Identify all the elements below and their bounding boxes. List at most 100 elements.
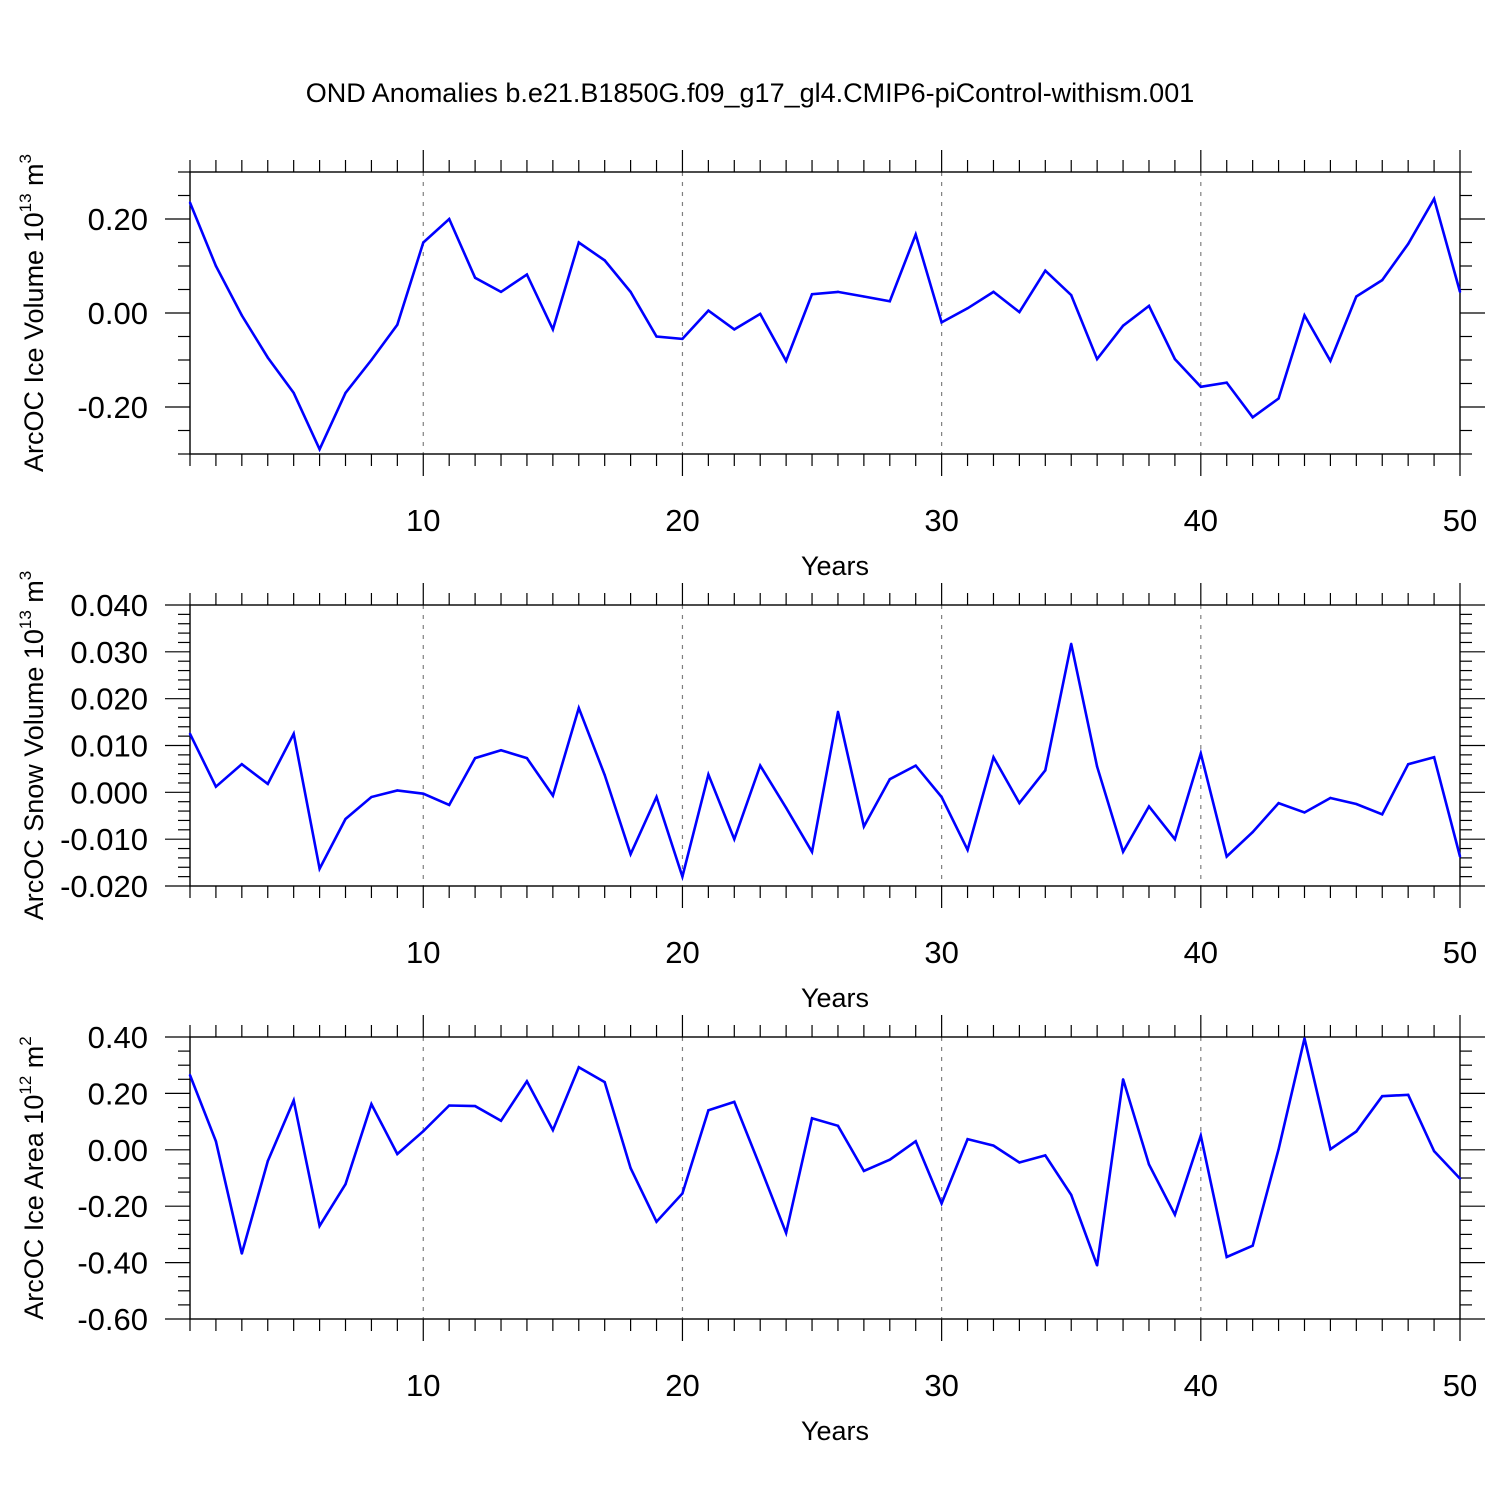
y-axis-title-part: ArcOC Ice Area 10 (19, 1095, 49, 1320)
x-tick-label: 40 (1184, 503, 1218, 538)
data-point (551, 1128, 555, 1132)
data-point (214, 785, 218, 788)
figure-title: OND Anomalies b.e21.B1850G.f09_g17_gl4.C… (305, 78, 1195, 108)
y-axis-title-superscript: 2 (16, 1036, 35, 1045)
data-point (1173, 1213, 1177, 1216)
data-point (551, 794, 555, 797)
data-point (1199, 752, 1203, 755)
data-point (344, 817, 347, 821)
x-tick-label: 50 (1443, 1368, 1477, 1403)
panel-ice-area: 10 20 30 40 50 -0.60 -0.40 -0.20 0.00 0.20 0.40 Yea… (16, 1015, 1485, 1446)
plot-frame (189, 171, 1461, 455)
x-tick-label: 10 (406, 503, 440, 538)
data-point (759, 312, 762, 316)
data-point (992, 756, 995, 759)
data-point (396, 323, 399, 326)
y-axis-title-superscript: 13 (16, 193, 35, 212)
data-point (240, 314, 244, 317)
data-point (577, 706, 580, 710)
data-point (655, 1220, 658, 1223)
data-point (1303, 1037, 1306, 1040)
data-point (1432, 197, 1436, 200)
data-point (1070, 642, 1073, 646)
data-point (1044, 1154, 1047, 1157)
y-tick-label: -0.20 (77, 1189, 148, 1224)
data-point (188, 201, 192, 204)
data-point (1070, 293, 1073, 297)
data-point (1095, 357, 1099, 361)
data-point (733, 1100, 736, 1104)
y-axis-title: ArcOC Snow Volume 1013 m3 (16, 571, 49, 921)
x-tick-label: 50 (1443, 935, 1477, 970)
data-point (888, 300, 891, 303)
data-point (1329, 796, 1332, 800)
y-tick-label: -0.60 (77, 1302, 148, 1337)
data-point (525, 273, 529, 276)
data-point (836, 290, 840, 294)
data-point (603, 259, 606, 262)
data-point (1251, 1244, 1254, 1247)
data-point (1381, 813, 1384, 816)
data-point (1121, 1078, 1125, 1081)
data-point (836, 1124, 840, 1128)
series-line (188, 195, 1462, 453)
data-point (1277, 801, 1280, 805)
data-point (1095, 765, 1099, 768)
data-point (1355, 1130, 1358, 1133)
data-point (1225, 381, 1228, 384)
y-tick-label: 0.000 (70, 775, 148, 810)
data-point (1121, 324, 1125, 327)
y-axis-title-part: ArcOC Ice Volume 10 (19, 212, 49, 472)
data-point (1381, 278, 1384, 282)
x-tick-label: 20 (665, 935, 699, 970)
data-point (240, 1252, 244, 1255)
data-point (214, 1140, 218, 1143)
data-point (1095, 1264, 1099, 1267)
data-point (525, 1080, 529, 1083)
data-point (1329, 359, 1332, 363)
x-axis-title: Years (801, 1416, 869, 1446)
data-point (966, 848, 969, 852)
data-point (862, 825, 866, 828)
data-point (1355, 295, 1358, 298)
y-axis-title-part: ArcOC Snow Volume 10 (19, 629, 49, 920)
y-tick-label: 0.20 (88, 202, 148, 237)
data-point (1432, 1150, 1436, 1153)
data-point (292, 1099, 295, 1102)
data-point (1147, 304, 1151, 308)
data-point (1199, 385, 1203, 388)
data-point (1147, 805, 1151, 808)
data-point (1173, 357, 1177, 361)
data-point (992, 290, 995, 294)
data-point (1251, 416, 1254, 419)
data-point (940, 795, 943, 799)
data-point (1406, 1093, 1410, 1097)
data-point (499, 290, 503, 294)
y-tick-label: 0.010 (70, 729, 148, 764)
data-point (577, 241, 580, 244)
y-tick-label: -0.20 (77, 390, 148, 425)
data-point (1018, 801, 1021, 805)
data-point (810, 850, 814, 854)
x-tick-label: 40 (1184, 1368, 1218, 1403)
x-tick-label: 30 (924, 935, 958, 970)
data-point (1277, 397, 1280, 400)
y-tick-label: -0.020 (60, 869, 148, 904)
data-point (940, 321, 943, 324)
data-point (344, 391, 347, 395)
data-point (1406, 242, 1410, 246)
data-point (603, 1080, 606, 1084)
data-point (629, 852, 632, 856)
data-point (1173, 837, 1177, 841)
data-point (551, 328, 555, 331)
data-point (1044, 769, 1047, 772)
data-point (1329, 1148, 1332, 1151)
data-point (240, 763, 244, 766)
data-point (292, 391, 295, 395)
x-tick-label: 20 (665, 1368, 699, 1403)
data-point (525, 756, 529, 760)
data-point (914, 764, 917, 767)
y-axis-title-part: m (19, 1046, 49, 1076)
data-point (655, 795, 658, 799)
